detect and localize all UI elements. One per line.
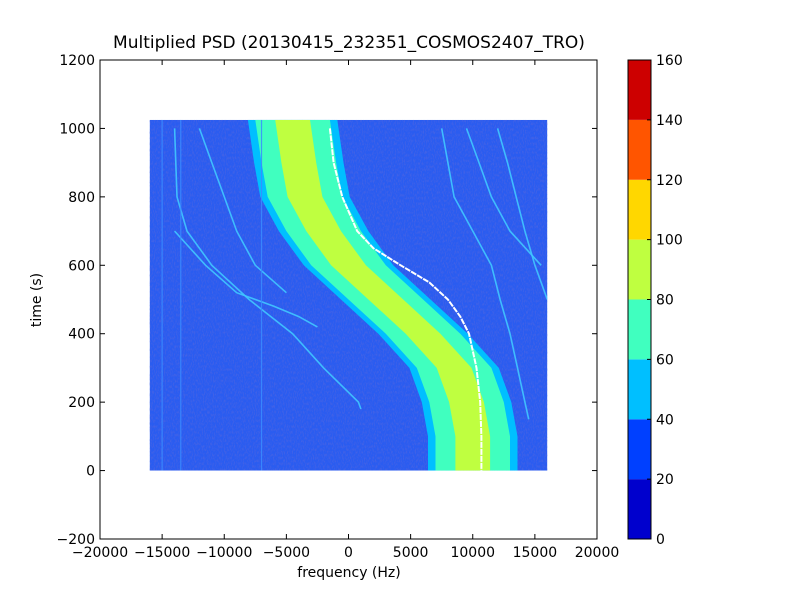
x-tick-label: 0	[344, 545, 353, 561]
y-tick-label: 0	[86, 464, 95, 480]
x-tick-label: −5000	[263, 545, 310, 561]
y-tick-label: 800	[68, 190, 95, 206]
y-tick-label: −200	[57, 532, 95, 548]
x-tick-label: 15000	[513, 545, 558, 561]
white-trace	[328, 128, 483, 471]
y-axis-label: time (s)	[29, 273, 45, 327]
secondary-trace	[465, 128, 542, 266]
colorbar: 0 20 40 60 80 100 120 140 160	[627, 53, 683, 548]
colorbar-tick-label: 40	[656, 412, 674, 428]
colorbar-segment	[628, 419, 651, 480]
colorbar-segment	[628, 359, 651, 420]
colorbar-tick-label: 120	[656, 173, 683, 189]
x-tick-label: 5000	[393, 545, 429, 561]
band-core	[275, 119, 491, 471]
colorbar-tick-label: 80	[656, 293, 674, 309]
y-tick-label: 1200	[59, 53, 95, 69]
x-tick-label: −20000	[72, 545, 128, 561]
x-axis: −20000 −15000 −10000 −5000 0 5000 10000 15000 20…	[72, 60, 619, 561]
heatmap	[149, 119, 548, 471]
x-axis-label: frequency (Hz)	[297, 565, 400, 581]
colorbar-segment	[628, 119, 651, 180]
secondary-trace	[174, 230, 318, 328]
colorbar-segment	[628, 479, 651, 539]
colorbar-tick-label: 100	[656, 233, 683, 249]
y-tick-label: 200	[68, 395, 95, 411]
colorbar-segment	[628, 299, 651, 360]
y-axis: −200 0 200 400 600 800 1000 1200	[57, 53, 597, 548]
secondary-trace	[440, 128, 530, 420]
colorbar-tick-label: 140	[656, 113, 683, 129]
x-tick-label: 10000	[450, 545, 495, 561]
x-tick-label: −15000	[134, 545, 190, 561]
colorbar-tick-label: 0	[656, 532, 665, 548]
chart-title: Multiplied PSD (20130415_232351_COSMOS24…	[113, 33, 585, 53]
x-tick-label: −10000	[196, 545, 252, 561]
secondary-trace	[198, 128, 287, 294]
colorbar-tick-label: 60	[656, 352, 674, 368]
x-tick-label: 20000	[575, 545, 620, 561]
colorbar-tick-label: 160	[656, 53, 683, 69]
plot-area: −20000 −15000 −10000 −5000 0 5000 10000 15000 20…	[57, 53, 620, 561]
secondary-trace	[496, 128, 548, 300]
colorbar-segment	[628, 239, 651, 300]
y-tick-label: 600	[68, 258, 95, 274]
y-tick-label: 400	[68, 327, 95, 343]
colorbar-segment	[628, 179, 651, 240]
y-tick-label: 1000	[59, 121, 95, 137]
colorbar-segment	[628, 60, 651, 120]
colorbar-tick-label: 20	[656, 472, 674, 488]
